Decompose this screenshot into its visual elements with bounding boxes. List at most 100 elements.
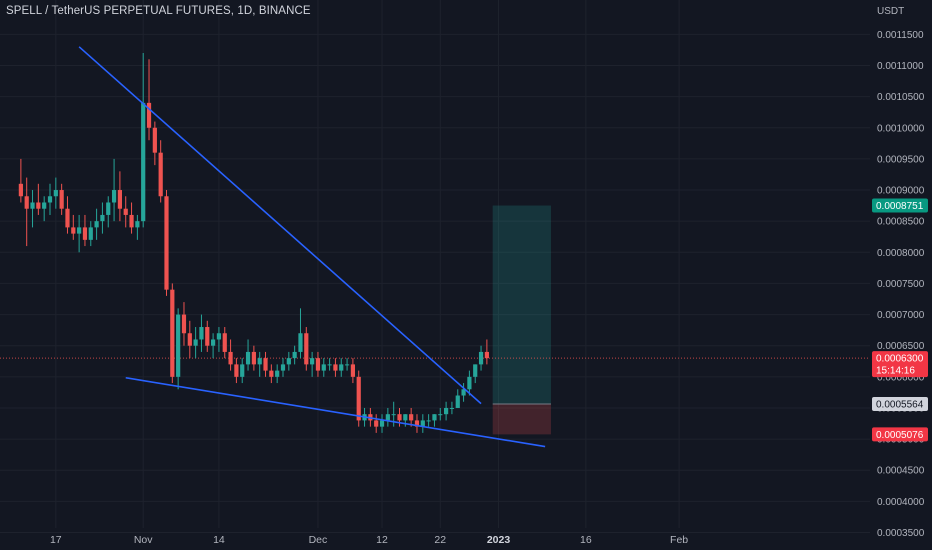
candle — [100, 202, 105, 234]
price-tick-label: 0.0006500 — [877, 341, 925, 352]
time-tick-label: 14 — [213, 534, 225, 546]
candle — [315, 351, 321, 377]
candle-body — [461, 389, 466, 396]
candle — [42, 196, 47, 222]
candle-body — [176, 314, 181, 377]
candle — [269, 364, 274, 384]
candle-body — [420, 420, 425, 427]
candle — [251, 345, 256, 371]
candle — [94, 208, 99, 240]
candle-body — [187, 333, 192, 346]
trendline[interactable] — [78, 46, 482, 405]
candle-body — [438, 414, 443, 416]
current-price-label-text: 15:14:16 — [876, 366, 915, 377]
current-price-label-text: 0.0006300 — [876, 354, 924, 365]
candle — [286, 351, 291, 371]
candle-body — [42, 202, 47, 209]
candle-body — [286, 358, 291, 365]
candles — [18, 53, 489, 433]
candle — [455, 389, 460, 408]
candle — [47, 183, 53, 215]
candle — [344, 358, 350, 371]
candle-body — [234, 364, 239, 377]
candle-body — [455, 395, 460, 408]
trendlines[interactable] — [78, 46, 546, 448]
candle — [426, 414, 431, 427]
candle-body — [321, 364, 326, 371]
candle-body — [36, 202, 41, 209]
price-tick-label: 0.0008500 — [877, 217, 925, 228]
candle-body — [397, 414, 402, 421]
candle — [484, 339, 489, 365]
candle — [379, 414, 385, 433]
candle — [141, 53, 146, 228]
grid — [0, 0, 870, 533]
candle — [176, 308, 181, 390]
candle-body — [344, 364, 350, 366]
long-position-tool[interactable] — [492, 205, 551, 435]
candle-body — [444, 407, 449, 415]
candle-body — [467, 376, 472, 390]
candle-body — [71, 227, 76, 234]
candle — [30, 190, 35, 228]
candle-body — [129, 214, 134, 228]
candle — [414, 414, 420, 433]
candle-body — [484, 351, 489, 359]
candle-body — [350, 364, 355, 377]
candle-body — [356, 376, 361, 421]
candle — [310, 351, 315, 377]
candle-body — [65, 208, 70, 228]
candle-body — [222, 333, 227, 352]
candle — [409, 407, 414, 427]
candle — [263, 351, 268, 377]
candle — [193, 327, 198, 359]
candle — [65, 196, 70, 234]
candle-body — [409, 414, 414, 421]
target-price-label: 0.0008751 — [872, 198, 928, 213]
candle — [59, 183, 64, 215]
candle-body — [327, 364, 332, 366]
candle — [205, 320, 210, 352]
price-tick-label: 0.0003500 — [877, 528, 925, 539]
time-axis[interactable]: 17 Nov 14 Dec 12 22 2023 16 Feb — [50, 534, 688, 546]
candle-body — [24, 196, 29, 209]
trendline[interactable] — [125, 376, 546, 448]
candle-body — [414, 420, 420, 427]
candle — [216, 327, 222, 352]
candle — [117, 171, 122, 222]
candle-body — [158, 152, 163, 197]
candle — [199, 314, 204, 352]
profit-zone[interactable] — [492, 205, 551, 404]
entry-price-label-text: 0.0005564 — [876, 399, 924, 410]
candle-body — [432, 414, 437, 421]
candle — [211, 333, 216, 359]
candle — [88, 221, 93, 247]
candle — [356, 370, 361, 427]
candle-body — [117, 190, 122, 209]
stop-loss-zone[interactable] — [492, 403, 551, 435]
candle-body — [216, 333, 222, 340]
candle-body — [88, 227, 93, 240]
candle — [234, 358, 239, 384]
candle — [327, 358, 332, 371]
candle-body — [449, 407, 455, 409]
candle-body — [385, 414, 390, 421]
candle — [473, 364, 478, 384]
candle — [158, 140, 163, 203]
candle-body — [269, 370, 274, 377]
target-price-label-box — [872, 198, 928, 213]
candle — [350, 358, 355, 384]
price-tick-label: 0.0008000 — [877, 248, 925, 259]
candle-body — [228, 351, 233, 365]
candle — [339, 358, 344, 377]
candle — [391, 401, 396, 427]
candle-body — [263, 358, 268, 371]
candle-body — [374, 420, 379, 427]
candle — [245, 339, 251, 371]
candle-body — [94, 221, 99, 228]
time-tick-label: Dec — [309, 534, 328, 546]
price-axis[interactable]: USDT 0.0011500 0.0011000 0.0010500 0.0010000… — [870, 0, 932, 550]
